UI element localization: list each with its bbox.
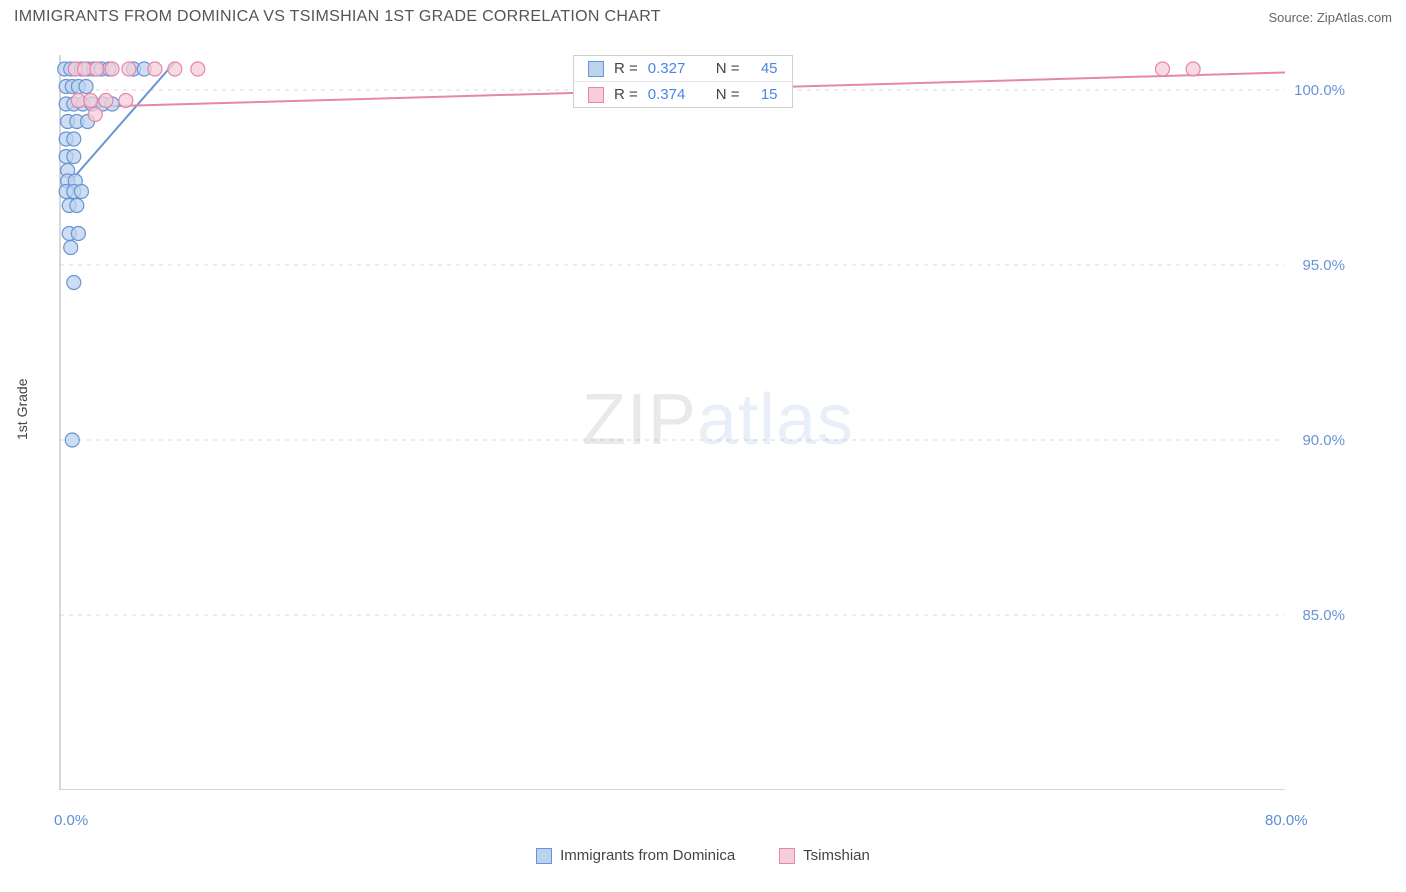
plot-area: 85.0%90.0%95.0%100.0% ZIPatlas R =0.327N… [48,50,1388,790]
corr-legend-row: R = 0.327 N = 45 [574,56,792,81]
legend-item-tsimshian: Tsimshian [779,847,870,864]
legend-label-dominica: Immigrants from Dominica [560,847,735,864]
corr-legend-row: R = 0.374 N = 15 [574,81,792,107]
r-label: R = [614,86,638,103]
svg-text:95.0%: 95.0% [1302,257,1345,274]
series-legend: Immigrants from Dominica Tsimshian [0,847,1406,864]
svg-text:85.0%: 85.0% [1302,607,1345,624]
n-label: N = [716,86,740,103]
legend-swatch-tsimshian [779,848,795,864]
correlation-legend: R = 0.327 N = 45 R = 0.374 N = 15 [573,55,793,108]
chart-svg: 85.0% 90.0% 95.0% 100.0% [48,50,1388,790]
r-label: R = [614,60,638,77]
n-label: N = [716,60,740,77]
x-axis-max-label: 80.0% [1265,812,1308,829]
r-value: 0.327 [648,60,696,77]
y-axis-label: 1st Grade [14,379,30,440]
legend-swatch-dominica [536,848,552,864]
corr-swatch [588,87,604,103]
n-value: 15 [750,86,778,103]
header-bar: IMMIGRANTS FROM DOMINICA VS TSIMSHIAN 1S… [0,0,1406,32]
chart-title: IMMIGRANTS FROM DOMINICA VS TSIMSHIAN 1S… [14,8,661,26]
svg-text:100.0%: 100.0% [1294,82,1345,99]
x-axis-min-label: 0.0% [54,812,88,829]
legend-label-tsimshian: Tsimshian [803,847,870,864]
source-label: Source: ZipAtlas.com [1268,10,1392,25]
r-value: 0.374 [648,86,696,103]
n-value: 45 [750,60,778,77]
corr-swatch [588,61,604,77]
legend-item-dominica: Immigrants from Dominica [536,847,735,864]
svg-text:90.0%: 90.0% [1302,432,1345,449]
